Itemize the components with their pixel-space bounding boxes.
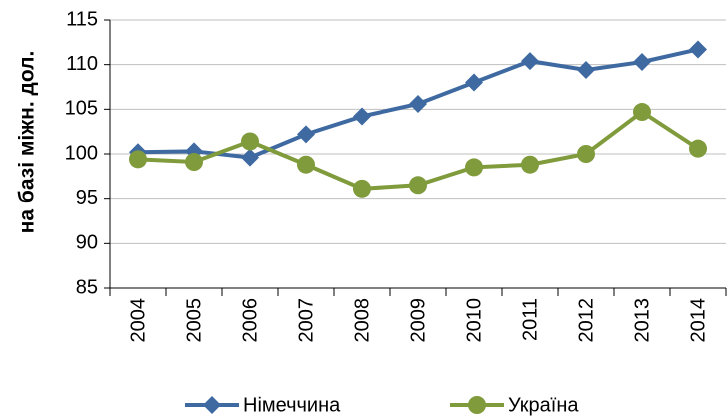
- data-point: [689, 139, 707, 158]
- x-tick-label: 2012: [575, 298, 597, 343]
- y-tick-label: 95: [76, 187, 98, 209]
- y-tick-label: 100: [65, 142, 98, 164]
- x-tick-label: 2014: [687, 298, 709, 343]
- data-point: [241, 148, 259, 167]
- data-point: [409, 94, 427, 113]
- x-tick-label: 2013: [631, 298, 653, 343]
- data-point: [297, 155, 315, 174]
- x-tick-label: 2011: [519, 298, 541, 341]
- data-point: [353, 107, 371, 126]
- data-point: [521, 52, 539, 71]
- x-tick-label: 2009: [407, 298, 429, 343]
- data-point: [465, 73, 483, 92]
- data-point: [409, 176, 427, 195]
- data-point: [577, 145, 595, 163]
- x-tick-label: 2008: [351, 298, 373, 343]
- data-point: [353, 179, 371, 198]
- legend-marker: [203, 396, 221, 414]
- x-tick-label: 2005: [183, 298, 205, 343]
- y-tick-label: 110: [66, 53, 98, 75]
- data-point: [297, 125, 315, 144]
- legend-label: Україна: [508, 394, 579, 416]
- legend-label: Німеччина: [243, 394, 341, 416]
- y-tick-label: 85: [76, 276, 98, 298]
- x-tick-label: 2006: [239, 298, 261, 343]
- data-point: [129, 150, 147, 169]
- data-point: [521, 155, 539, 174]
- x-tick-label: 2007: [295, 298, 317, 343]
- legend-marker: [468, 396, 486, 414]
- data-point: [185, 153, 203, 172]
- y-tick-label: 115: [66, 8, 98, 30]
- data-point: [633, 52, 651, 71]
- data-point: [241, 132, 259, 151]
- data-point: [465, 158, 483, 177]
- data-point: [633, 103, 651, 122]
- data-point: [577, 61, 595, 80]
- y-tick-label: 105: [65, 98, 98, 120]
- data-point: [689, 40, 707, 59]
- y-axis-label: на базі міжн. дол.: [16, 51, 39, 234]
- y-tick-label: 90: [76, 232, 98, 254]
- x-tick-label: 2004: [127, 298, 149, 343]
- x-tick-label: 2010: [463, 298, 485, 343]
